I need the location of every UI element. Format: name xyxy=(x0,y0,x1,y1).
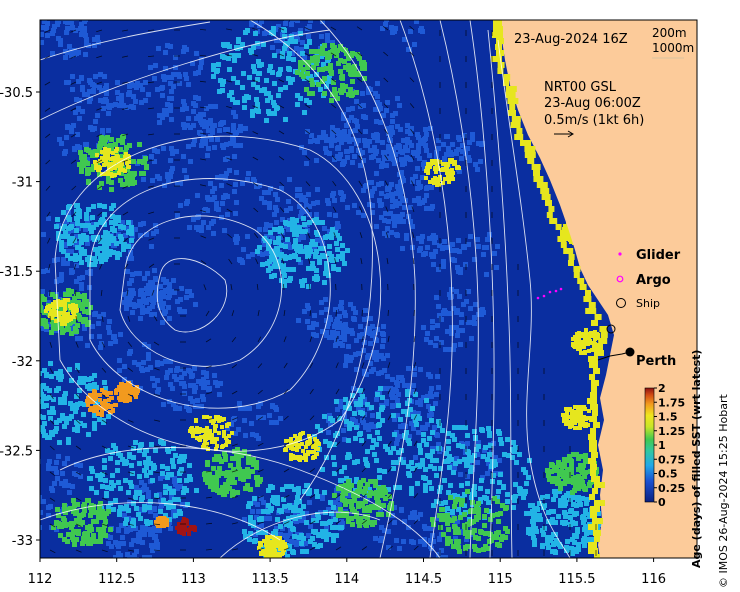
isobath-label-200m: 200m xyxy=(652,26,687,40)
x-tick-label: 114 xyxy=(334,572,359,587)
scale-arrow-head xyxy=(567,130,574,138)
colorbar-tick-label: 1.5 xyxy=(658,411,678,424)
y-axis: -30.5 -31 -31.5 -32 -32.5 -33 xyxy=(0,86,40,549)
eddy-contour xyxy=(54,135,382,452)
ship-legend-label: Ship xyxy=(636,297,660,310)
colorbar-tick-label: 1.25 xyxy=(658,425,685,438)
plot-frame xyxy=(39,19,698,559)
isobath-200m xyxy=(497,39,571,558)
contour-lines xyxy=(40,20,571,558)
credit-label: © IMOS 26-Aug-2024 15:25 Hobart xyxy=(717,394,730,588)
streamline xyxy=(469,20,495,558)
current-product-label: NRT00 GSL xyxy=(544,80,617,95)
streamline xyxy=(439,20,479,558)
y-tick-label: -31 xyxy=(12,176,33,191)
streamline xyxy=(40,21,211,61)
swan-river xyxy=(597,351,631,361)
eddy-contour xyxy=(89,178,331,409)
isobath-1000m xyxy=(487,29,513,558)
plot-area xyxy=(40,20,697,558)
streamline xyxy=(40,29,331,121)
ship-legend-icon xyxy=(616,298,626,308)
colorbar-label: Age (days) of filled SST (wrt latest) xyxy=(690,349,703,568)
isobath-label-1000m: 1000m xyxy=(652,41,694,55)
current-scale-label: 0.5m/s (1kt 6h) xyxy=(544,113,644,128)
colorbar-tick-label: 1 xyxy=(658,439,666,452)
x-tick-label: 116 xyxy=(641,572,666,587)
x-tick-label: 114.5 xyxy=(405,572,442,587)
colorbar-tick-label: 0.25 xyxy=(658,482,685,495)
y-tick-label: -32.5 xyxy=(0,444,33,459)
colorbar xyxy=(644,387,655,503)
x-tick-label: 113.5 xyxy=(251,572,288,587)
glider-legend-icon xyxy=(618,252,622,256)
timestamp-label: 23-Aug-2024 16Z xyxy=(514,32,628,47)
streamline xyxy=(249,20,373,501)
argo-legend-icon xyxy=(616,275,624,283)
current-time-label: 23-Aug 06:00Z xyxy=(544,96,641,111)
current-vectors xyxy=(44,25,597,556)
colorbar-tick-label: 0.5 xyxy=(658,468,678,481)
streamline xyxy=(59,447,441,558)
colorbar-tick-label: 0.75 xyxy=(658,453,685,466)
perth-label: Perth xyxy=(636,354,676,369)
x-axis: 112 112.5 113 113.5 114 114.5 115 115.5 116 xyxy=(28,558,666,587)
x-tick-label: 113 xyxy=(181,572,206,587)
x-tick-label: 115.5 xyxy=(558,572,595,587)
streamline xyxy=(319,20,416,558)
y-tick-label: -30.5 xyxy=(0,86,33,101)
streamline xyxy=(40,502,281,541)
streamline xyxy=(399,20,453,558)
eddy-contour xyxy=(119,215,283,367)
eddy-contour xyxy=(156,258,228,333)
streamline xyxy=(219,511,381,558)
glider-legend-label: Glider xyxy=(636,248,681,263)
colorbar-tick-label: 2 xyxy=(658,382,666,395)
x-tick-label: 112 xyxy=(28,572,53,587)
colorbar-tick-label: 0 xyxy=(658,496,666,509)
colorbar-tick-label: 1.75 xyxy=(658,396,685,409)
x-tick-label: 112.5 xyxy=(98,572,135,587)
x-tick-label: 115 xyxy=(488,572,513,587)
argo-legend-label: Argo xyxy=(636,273,671,288)
y-tick-label: -32 xyxy=(12,355,33,370)
ship-position xyxy=(606,324,616,334)
glider-track xyxy=(536,287,563,300)
y-tick-label: -31.5 xyxy=(0,265,33,280)
y-tick-label: -33 xyxy=(12,534,33,549)
